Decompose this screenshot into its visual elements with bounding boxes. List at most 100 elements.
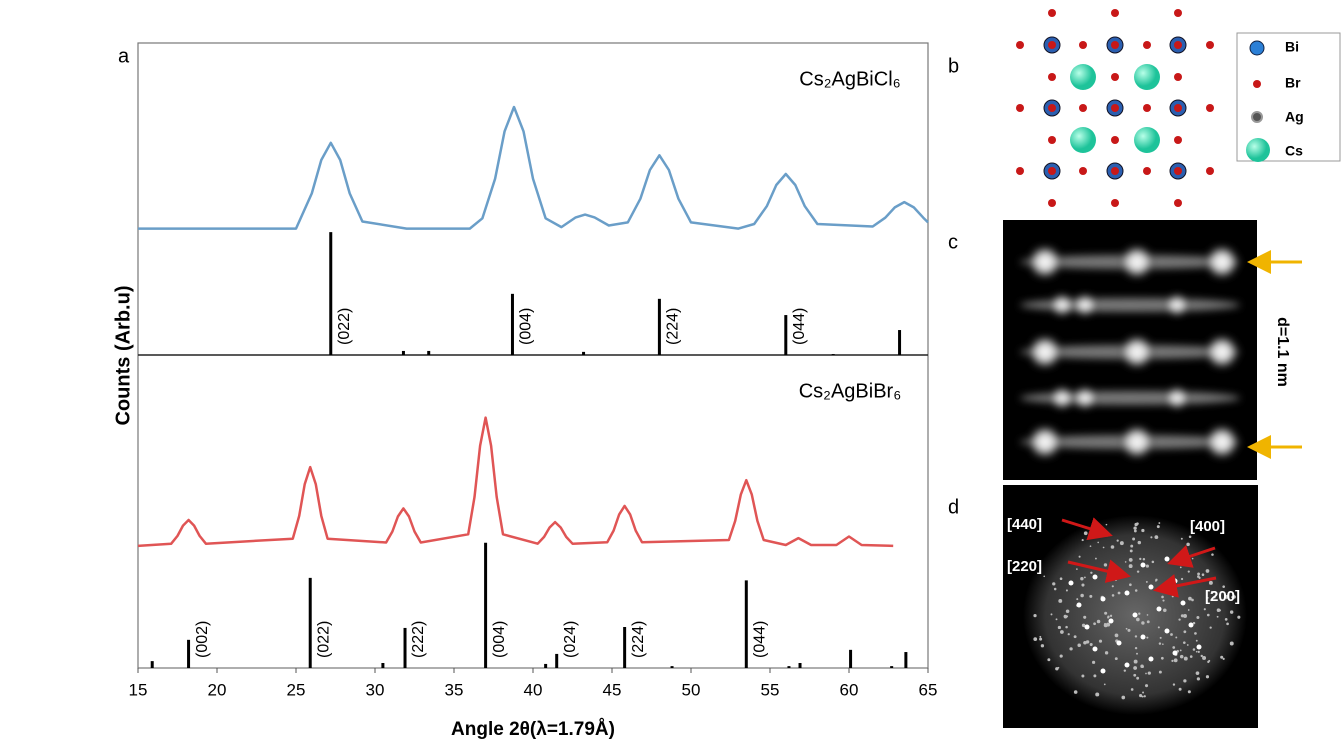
legend-label: Br [1285, 75, 1301, 91]
fft-spot [1124, 662, 1130, 668]
br-atom [1143, 167, 1151, 175]
fft-speckle [1141, 665, 1144, 668]
fft-speckle [1055, 667, 1059, 671]
fft-speckle [1141, 528, 1145, 533]
fft-speckle [1134, 589, 1138, 592]
br-atom [1143, 104, 1151, 112]
fft-speckle [1083, 615, 1087, 619]
fft-speckle [1156, 525, 1160, 529]
fft-speckle [1060, 630, 1064, 634]
fft-speckle [1146, 620, 1150, 624]
fft-speckle [1114, 578, 1117, 582]
br-atom [1174, 9, 1182, 17]
stem-column [1204, 334, 1240, 370]
fft-speckle [1136, 570, 1140, 573]
fft-speckle [1172, 646, 1176, 649]
br-atom [1048, 9, 1056, 17]
stem-column [1073, 386, 1097, 410]
fft-speckle [1063, 614, 1067, 618]
fft-speckle [1047, 658, 1051, 662]
fft-speckle [1231, 596, 1234, 599]
fft-speckle [1200, 654, 1203, 658]
fft-speckle [1123, 669, 1127, 672]
fft-speckle [1093, 674, 1097, 678]
hkl-label: (022) [315, 621, 332, 658]
fft-spot [1148, 656, 1154, 662]
fft-speckle [1121, 695, 1126, 700]
x-tick-label: 15 [129, 680, 148, 699]
fft-speckle [1073, 690, 1078, 694]
fft-speckle [1205, 675, 1210, 679]
stem-column [1073, 293, 1097, 317]
fft-speckle [1065, 625, 1068, 629]
fft-speckle [1130, 544, 1134, 548]
fft-speckle [1039, 637, 1043, 641]
fft-speckle [1111, 594, 1115, 597]
br-atom [1048, 136, 1056, 144]
fft-speckle [1105, 523, 1108, 526]
fft-speckle [1194, 632, 1197, 635]
hkl-label: (004) [518, 308, 535, 345]
br-atom [1174, 104, 1182, 112]
br-atom [1048, 73, 1056, 81]
fft-speckle [1128, 558, 1133, 562]
fft-speckle [1180, 537, 1183, 540]
fft-speckle [1143, 695, 1146, 698]
fft-speckle [1119, 541, 1124, 546]
fft-speckle [1058, 599, 1063, 603]
fft-speckle [1180, 577, 1184, 581]
fft-speckle [1097, 541, 1100, 544]
fft-speckle [1222, 657, 1225, 660]
fft-label: [400] [1190, 518, 1225, 535]
fft-speckle [1052, 582, 1056, 586]
fft-speckle [1211, 553, 1214, 556]
stem-column [1050, 386, 1074, 410]
fft-speckle [1183, 679, 1187, 683]
fft-speckle [1186, 644, 1189, 646]
fft-label: [440] [1007, 516, 1042, 533]
fft-speckle [1158, 642, 1162, 645]
fft-speckle [1179, 649, 1182, 652]
fft-speckle [1083, 531, 1088, 536]
fft-speckle [1213, 596, 1216, 599]
x-axis-label: Angle 2θ(λ=1.79Å) [451, 719, 615, 740]
legend-label: Bi [1285, 39, 1299, 55]
fft-speckle [1195, 650, 1198, 653]
fft-speckle [1133, 673, 1137, 677]
fft-speckle [1202, 655, 1207, 660]
fft-speckle [1103, 683, 1106, 686]
fft-speckle [1205, 569, 1210, 573]
fft-speckle [1208, 580, 1213, 585]
fft-speckle [1183, 656, 1188, 661]
x-tick-label: 40 [524, 680, 543, 699]
fft-speckle [1206, 613, 1210, 617]
xrd-curve [137, 416, 894, 548]
stem-column [1119, 424, 1155, 460]
fft-speckle [1092, 660, 1096, 664]
br-atom [1079, 104, 1087, 112]
fft-speckle [1043, 575, 1046, 578]
br-atom [1174, 41, 1182, 49]
hkl-label: (224) [630, 621, 647, 658]
cs-atom [1134, 64, 1160, 90]
fft-speckle [1083, 640, 1087, 645]
fft-spot [1092, 574, 1098, 580]
fft-speckle [1229, 641, 1234, 646]
fft-speckle [1187, 609, 1190, 611]
xrd-plot: (022) (004) (224) (044) Cs₂AgBiCl₆ Counts (Ar… [112, 68, 937, 740]
br-atom [1079, 167, 1087, 175]
fft-speckle [1188, 535, 1192, 539]
br-atom [1206, 41, 1214, 49]
fft-speckle [1180, 614, 1184, 618]
fft-speckle [1132, 537, 1136, 541]
fft-speckle [1196, 677, 1200, 681]
legend-label: Cs [1285, 143, 1303, 159]
fft-speckle [1192, 648, 1196, 651]
fft-speckle [1065, 589, 1068, 592]
fft-speckle [1059, 577, 1063, 581]
fft-speckle [1222, 585, 1225, 588]
fft-spot [1108, 618, 1114, 624]
fft-speckle [1081, 623, 1086, 628]
fft-spots [1033, 522, 1241, 700]
